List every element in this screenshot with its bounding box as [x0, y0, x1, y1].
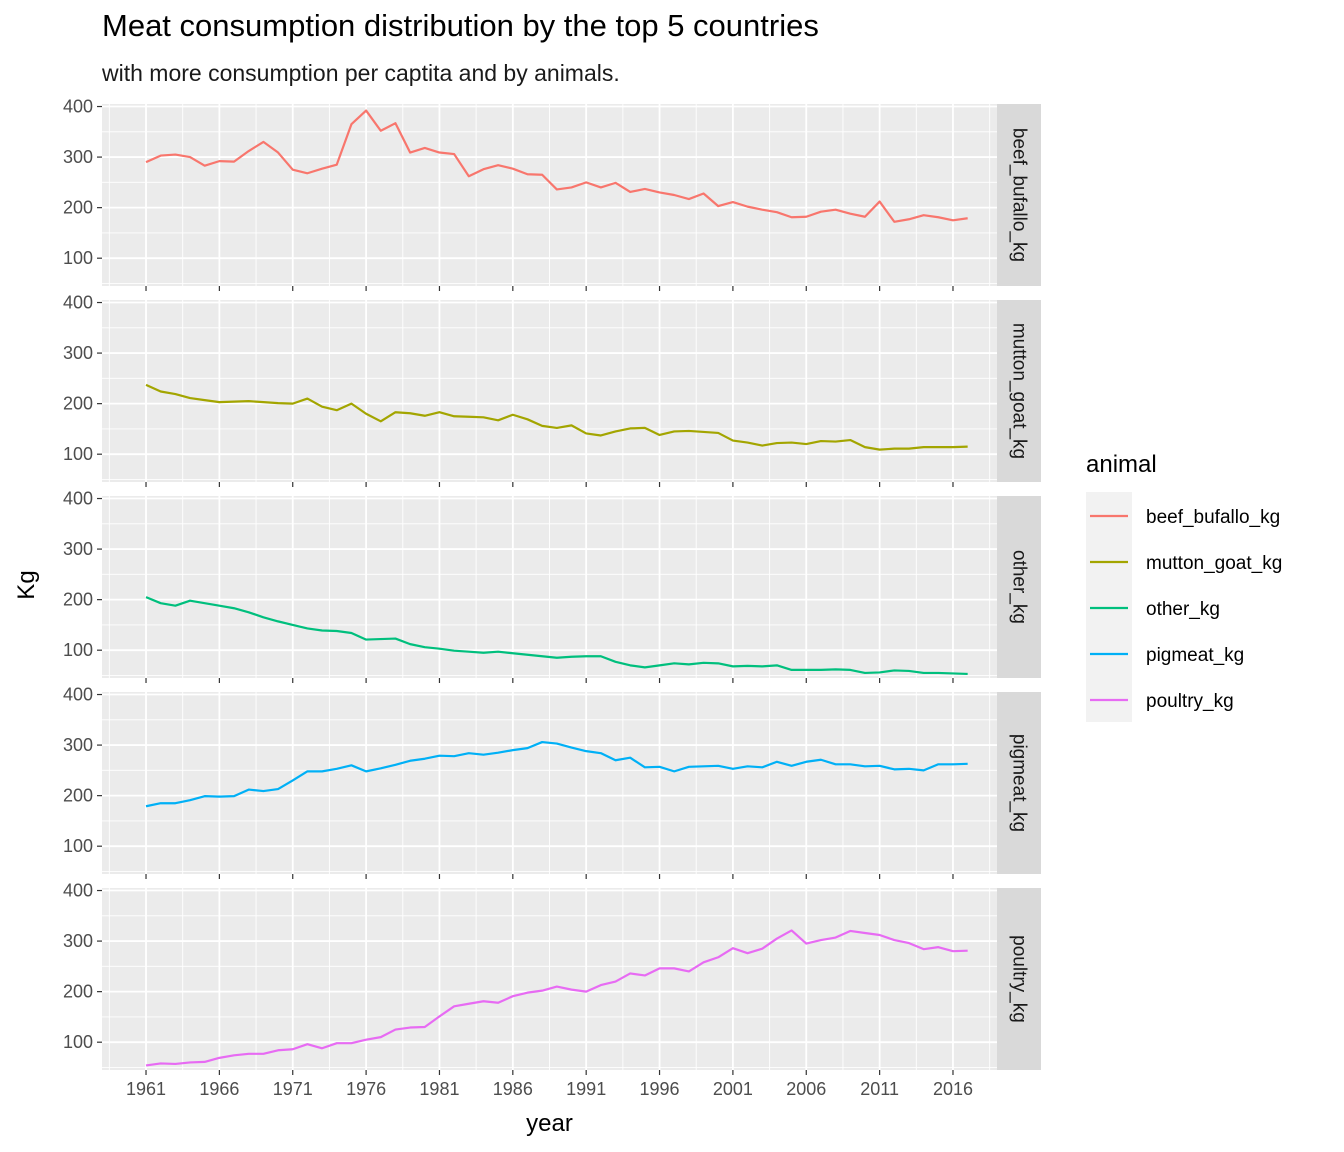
legend-label-other_kg: other_kg — [1146, 599, 1220, 620]
legend-label-beef_bufallo_kg: beef_bufallo_kg — [1146, 507, 1280, 528]
series-line-other_kg — [145, 596, 968, 676]
facet-strip-label: poultry_kg — [1009, 935, 1030, 1023]
x-tick-label: 2011 — [860, 1079, 899, 1099]
y-tick-label: 100 — [63, 1032, 93, 1052]
legend-label-mutton_goat_kg: mutton_goat_kg — [1146, 553, 1282, 574]
y-tick-label: 100 — [63, 248, 93, 268]
facet-panel-other_kg: 100 200 300 400 other_kg — [63, 489, 1041, 683]
y-tick-label: 200 — [63, 394, 93, 414]
y-tick-label: 300 — [63, 539, 93, 559]
y-tick-label: 100 — [63, 444, 93, 464]
y-tick-label: 300 — [63, 147, 93, 167]
legend: animal beef_bufallo_kg mutton_goat_kgother… — [1086, 451, 1282, 722]
y-tick-label: 100 — [63, 836, 93, 856]
y-tick-label: 400 — [63, 685, 93, 705]
series-line-poultry_kg — [145, 929, 968, 1067]
y-tick-label: 400 — [63, 489, 93, 509]
y-tick-label: 300 — [63, 343, 93, 363]
legend-title: animal — [1086, 451, 1157, 478]
y-tick-label: 200 — [63, 786, 93, 806]
x-tick-label: 2006 — [786, 1079, 826, 1099]
facet-strip-label: mutton_goat_kg — [1009, 323, 1030, 459]
x-tick-label: 1981 — [419, 1079, 459, 1099]
facet-strip — [997, 692, 1041, 874]
series-line-pigmeat_kg — [145, 740, 968, 808]
x-axis-title: year — [526, 1110, 573, 1137]
facet-strip — [997, 888, 1041, 1070]
y-tick-label: 200 — [63, 198, 93, 218]
y-tick-label: 300 — [63, 931, 93, 951]
x-tick-label: 2016 — [933, 1079, 973, 1099]
y-tick-label: 300 — [63, 735, 93, 755]
y-tick-label: 200 — [63, 982, 93, 1002]
y-tick-label: 100 — [63, 640, 93, 660]
y-tick-label: 400 — [63, 881, 93, 901]
x-tick-label: 1986 — [493, 1079, 533, 1099]
facet-panel-mutton_goat_kg: 100 200 300 400 mutton_goat_kg — [63, 293, 1041, 487]
x-tick-label: 2001 — [713, 1079, 753, 1099]
chart-title: Meat consumption distribution by the top… — [102, 8, 819, 43]
x-tick-label: 1961 — [126, 1079, 166, 1099]
facet-strip-label: pigmeat_kg — [1009, 734, 1030, 832]
facet-panel-poultry_kg: 100 200 300 400 poultry_kg — [63, 881, 1041, 1075]
x-tick-label: 1971 — [273, 1079, 313, 1099]
facet-strip — [997, 300, 1041, 482]
facet-strip — [997, 496, 1041, 678]
legend-label-pigmeat_kg: pigmeat_kg — [1146, 645, 1244, 666]
facet-strip-label: other_kg — [1009, 550, 1030, 624]
y-tick-label: 400 — [63, 97, 93, 117]
facet-strip-label: beef_bufallo_kg — [1009, 128, 1030, 262]
chart-subtitle: with more consumption per captita and by… — [102, 60, 620, 86]
x-tick-label: 1976 — [346, 1079, 386, 1099]
y-axis-title: Kg — [13, 570, 40, 599]
facet-strip — [997, 104, 1041, 286]
facet-panel-beef_bufallo_kg: 100 200 300 400 beef_bufallo_kg — [63, 97, 1041, 291]
x-tick-label: 1991 — [566, 1079, 606, 1099]
legend-label-poultry_kg: poultry_kg — [1146, 691, 1234, 712]
series-line-beef_bufallo_kg — [145, 109, 968, 223]
y-tick-label: 200 — [63, 590, 93, 610]
facet-panel-pigmeat_kg: 100 200 300 400 pigmeat_kg — [63, 685, 1041, 879]
x-tick-label: 1996 — [640, 1079, 680, 1099]
series-line-mutton_goat_kg — [145, 383, 968, 451]
x-tick-label: 1966 — [199, 1079, 239, 1099]
y-tick-label: 400 — [63, 293, 93, 313]
